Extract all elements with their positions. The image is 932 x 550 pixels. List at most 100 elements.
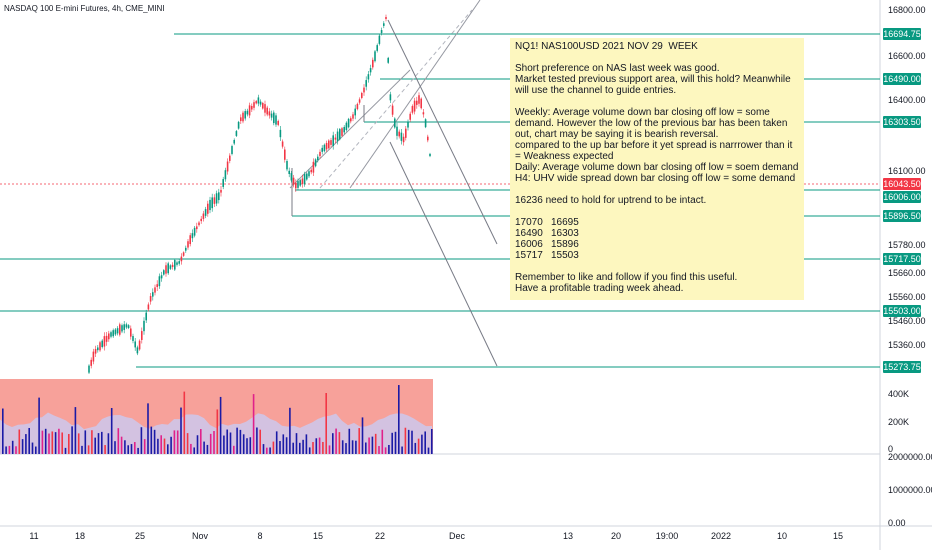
candle-body xyxy=(385,16,387,20)
volume-bar xyxy=(163,438,166,454)
note-level-row: 15717 15503 xyxy=(515,250,799,261)
volume-bar xyxy=(173,430,176,454)
volume-bar xyxy=(239,429,242,454)
candle-body xyxy=(233,139,235,144)
price-axis-label: 16800.00 xyxy=(888,5,926,15)
candle-body xyxy=(394,118,396,128)
candle-body xyxy=(136,347,139,354)
candle-body xyxy=(220,189,222,193)
volume-bar xyxy=(120,436,123,454)
volume-bar xyxy=(18,429,21,454)
channel-lines[interactable] xyxy=(289,0,498,367)
candle-body xyxy=(132,336,134,341)
level-tag-15896[interactable]: 15896.50 xyxy=(883,210,921,222)
price-axis-label: 15460.00 xyxy=(888,316,926,326)
volume-bar xyxy=(355,440,357,454)
level-value: 15717 xyxy=(515,250,543,261)
candle-body xyxy=(88,365,90,373)
candle-body xyxy=(413,100,416,112)
candle-body xyxy=(143,320,145,332)
candle-body xyxy=(418,95,420,104)
price-axis-label: 15560.00 xyxy=(888,292,926,302)
candle-body xyxy=(110,332,112,337)
candle-body xyxy=(114,329,117,335)
candle-body xyxy=(169,265,172,269)
candle-body xyxy=(299,180,301,186)
volume-bar xyxy=(407,429,410,454)
volume-bar xyxy=(249,437,252,454)
time-axis-label: 13 xyxy=(562,531,574,541)
volume-bar xyxy=(186,433,189,454)
price-candles xyxy=(88,14,431,375)
volume-bar xyxy=(275,431,278,454)
volume-bar xyxy=(315,438,318,454)
volume-bar xyxy=(21,439,24,454)
candle-body xyxy=(248,105,251,116)
candle-body xyxy=(277,121,279,125)
candle-body xyxy=(427,136,429,141)
price-axis-label: 15780.00 xyxy=(888,240,926,250)
level-value: 16490 xyxy=(515,228,543,239)
volume-bar xyxy=(256,427,258,454)
volume-bar xyxy=(285,437,288,454)
volume-bar xyxy=(368,437,370,454)
level-value: 15896 xyxy=(551,239,579,250)
volume-bar xyxy=(361,417,364,454)
volume-bar xyxy=(404,427,407,454)
candle-body xyxy=(123,324,125,330)
analysis-note[interactable]: NQ1! NAS100USD 2021 NOV 29 WEEK Short pr… xyxy=(510,38,804,300)
candle-body xyxy=(193,227,196,236)
candle-body xyxy=(308,171,310,177)
volume-bar xyxy=(196,435,199,454)
volume-bar xyxy=(302,439,304,454)
level-tag-16006[interactable]: 16006.00 xyxy=(883,191,921,203)
candle-body xyxy=(187,241,189,248)
candle-body xyxy=(180,256,183,262)
volume-bar xyxy=(391,432,393,454)
candle-body xyxy=(154,287,156,293)
candle-body xyxy=(358,99,361,103)
candle-body xyxy=(345,122,348,131)
time-axis-label: 18 xyxy=(74,531,86,541)
candle-body xyxy=(330,140,332,145)
volume-bar xyxy=(150,426,153,454)
time-axis-label: 22 xyxy=(374,531,386,541)
volume-bar xyxy=(381,429,384,454)
candle-body xyxy=(200,218,202,222)
price-axis-label: 15360.00 xyxy=(888,340,926,350)
candle-body xyxy=(352,114,354,119)
level-value: 16303 xyxy=(551,228,579,239)
volume-bar xyxy=(299,442,301,454)
volume-bar xyxy=(160,435,162,454)
candle-body xyxy=(237,121,240,129)
time-axis-label: 10 xyxy=(776,531,788,541)
volume-bar xyxy=(54,432,57,454)
candle-body xyxy=(163,270,165,275)
level-value: 16006 xyxy=(515,239,543,250)
candle-body xyxy=(334,137,337,140)
candle-body xyxy=(295,182,297,189)
candle-body xyxy=(350,118,352,122)
level-tag-16694[interactable]: 16694.75 xyxy=(883,28,921,40)
volume-bar xyxy=(81,445,83,454)
level-tag-16303[interactable]: 16303.50 xyxy=(883,116,921,128)
volume-bar xyxy=(35,446,37,454)
volume-bar xyxy=(417,438,420,454)
candle-body xyxy=(314,159,317,167)
level-tag-16490[interactable]: 16490.00 xyxy=(883,73,921,85)
candle-body xyxy=(116,328,119,334)
level-value: 15503 xyxy=(551,250,579,261)
note-level-row: 16490 16303 xyxy=(515,228,799,239)
level-tag-15503[interactable]: 15503.00 xyxy=(883,305,921,317)
candle-body xyxy=(246,110,249,115)
candle-body xyxy=(127,325,130,329)
level-tag-15717[interactable]: 15717.50 xyxy=(883,253,921,265)
candle-body xyxy=(160,275,163,279)
candle-body xyxy=(171,264,174,268)
time-axis-label: 15 xyxy=(832,531,844,541)
volume-bar xyxy=(242,434,245,454)
volume-bar xyxy=(97,433,100,454)
volume-bar xyxy=(233,445,235,454)
level-tag-15273[interactable]: 15273.75 xyxy=(883,361,921,373)
